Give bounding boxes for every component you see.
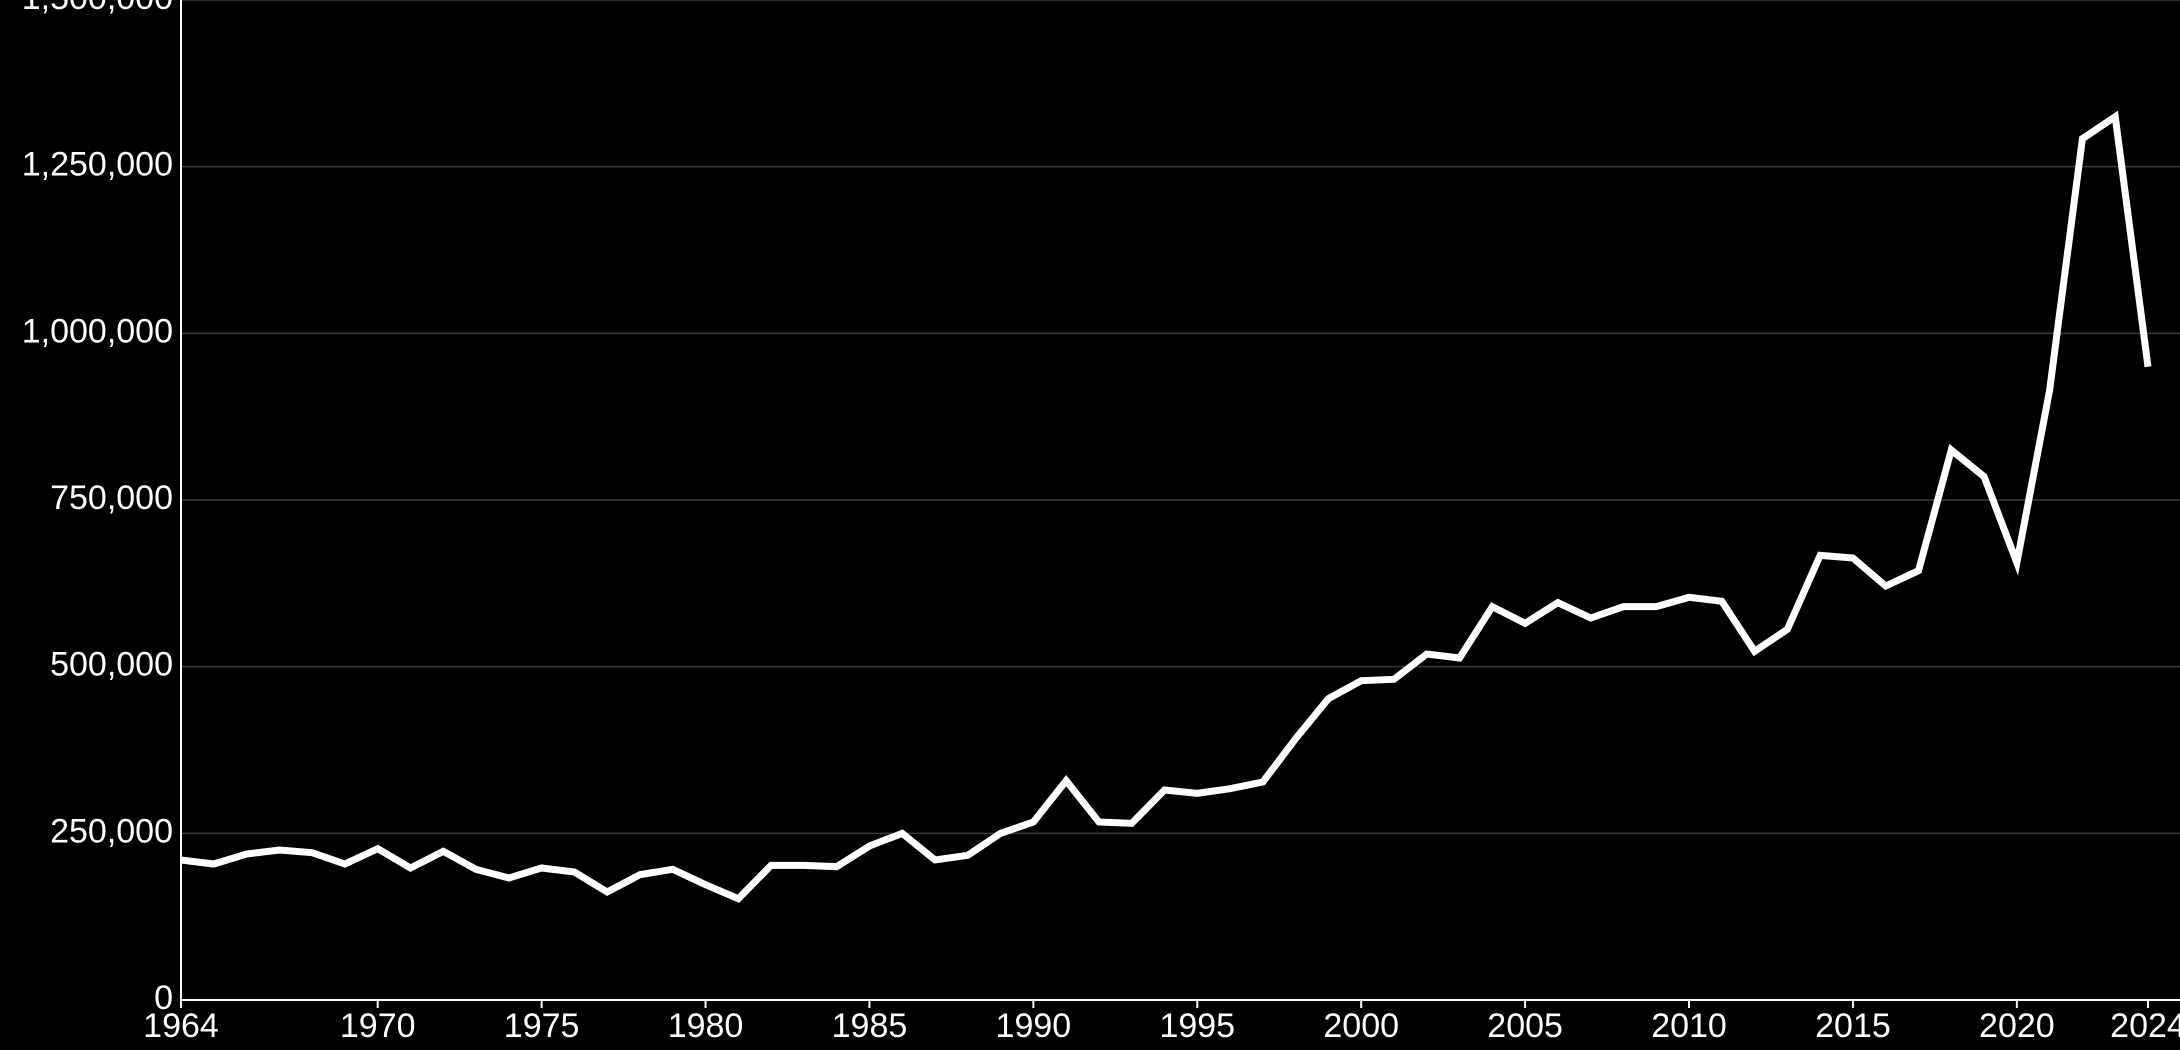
x-tick-label: 1985 xyxy=(832,1007,908,1045)
x-tick-label: 1964 xyxy=(143,1007,219,1045)
y-tick-label: 0 xyxy=(154,979,173,1017)
x-tick-label: 2000 xyxy=(1323,1007,1399,1045)
x-tick-label: 1995 xyxy=(1159,1007,1235,1045)
x-tick-label: 1980 xyxy=(668,1007,744,1045)
x-tick-label: 1970 xyxy=(340,1007,416,1045)
y-tick-label: 1,250,000 xyxy=(22,146,173,184)
x-tick-label: 2015 xyxy=(1815,1007,1891,1045)
x-tick-label: 2020 xyxy=(1979,1007,2055,1045)
data-line xyxy=(180,110,2152,903)
x-tick-label: 2024 xyxy=(2110,1007,2180,1045)
x-tick-label: 1975 xyxy=(504,1007,580,1045)
x-tick-label: 2005 xyxy=(1487,1007,1563,1045)
y-tick-label: 750,000 xyxy=(50,479,173,517)
y-tick-label: 250,000 xyxy=(50,812,173,850)
y-tick-label: 500,000 xyxy=(50,646,173,684)
x-tick-label: 2010 xyxy=(1651,1007,1727,1045)
x-tick-label: 1990 xyxy=(996,1007,1072,1045)
y-tick-label: 1,500,000 xyxy=(22,0,173,17)
y-tick-label: 1,000,000 xyxy=(22,312,173,350)
